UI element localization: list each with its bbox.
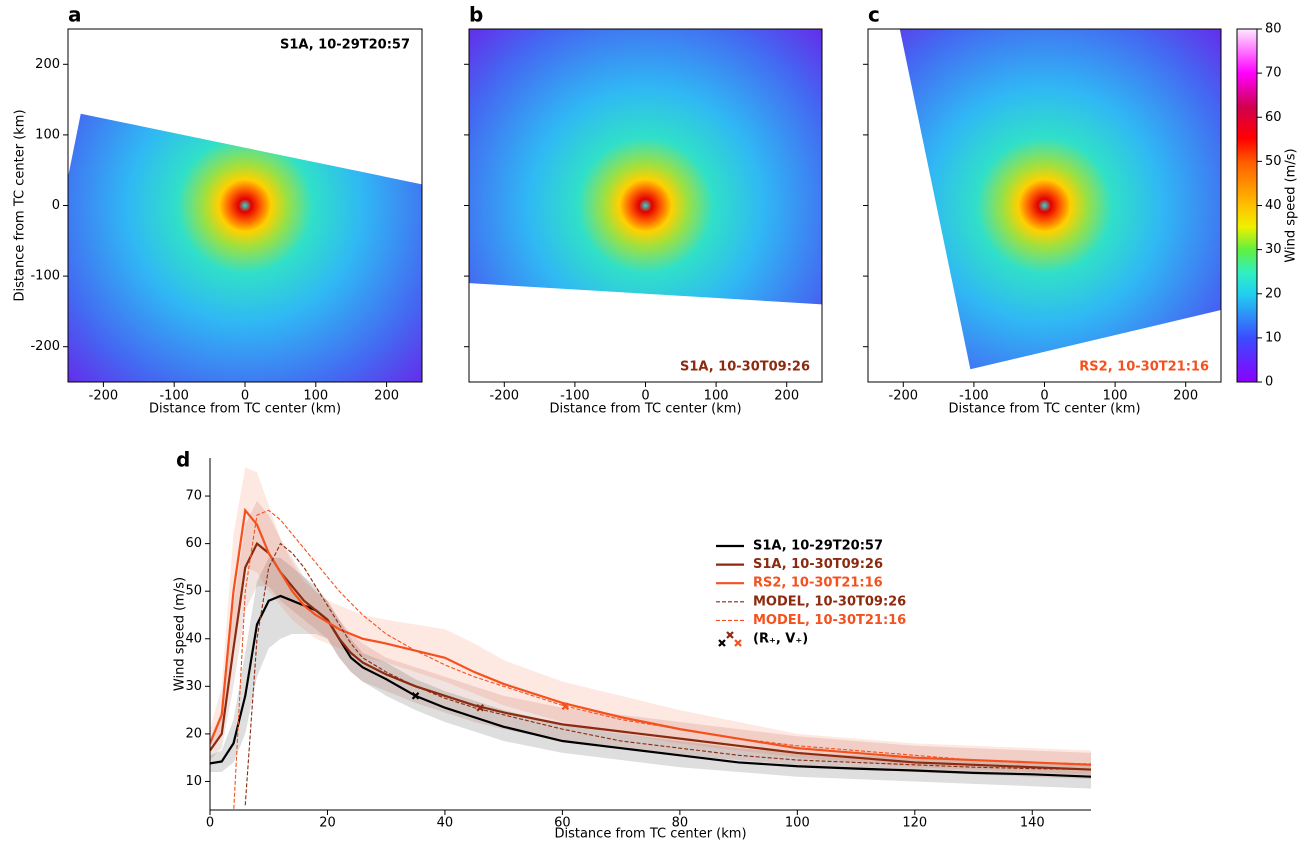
y-tick-label: 50 xyxy=(185,584,202,599)
y-tick-label: -200 xyxy=(30,339,60,354)
colorbar-label: Wind speed (m/s) xyxy=(1284,148,1299,262)
plot-area xyxy=(210,467,1091,810)
colorbar-tick-label: 0 xyxy=(1265,375,1273,390)
panel-letter: a xyxy=(68,3,82,27)
rv-marker xyxy=(726,631,734,639)
x-tick-label: 0 xyxy=(641,389,649,404)
y-tick-label: -100 xyxy=(30,269,60,284)
colorbar-tick-label: 40 xyxy=(1265,198,1282,213)
legend-label: MODEL, 10-30T09:26 xyxy=(753,594,906,609)
x-tick-label: 120 xyxy=(902,816,927,831)
rv-marker xyxy=(476,703,484,712)
series-line xyxy=(210,507,1091,766)
y-tick-label: 70 xyxy=(185,489,202,504)
rv-marker xyxy=(411,692,420,700)
series-line xyxy=(244,542,1091,806)
y-tick-label: 20 xyxy=(185,726,202,741)
x-tick-label: 140 xyxy=(1020,816,1045,831)
rv-marker xyxy=(734,639,742,647)
x-axis-label: Distance from TC center (km) xyxy=(554,827,746,842)
legend-label: S1A, 10-29T20:57 xyxy=(753,539,883,554)
colorbar-tick-label: 50 xyxy=(1265,154,1282,169)
y-tick-label: 30 xyxy=(185,679,202,694)
colorbar-tick-label: 70 xyxy=(1265,66,1282,81)
series-line xyxy=(210,541,1091,771)
panel-letter: c xyxy=(868,3,880,27)
x-tick-label: 0 xyxy=(241,389,249,404)
x-tick-label: 40 xyxy=(437,816,454,831)
colorbar-tick-label: 60 xyxy=(1265,110,1282,125)
x-tick-label: 200 xyxy=(374,389,399,404)
colorbar-tick-label: 30 xyxy=(1265,242,1282,257)
x-tick-label: 60 xyxy=(554,816,571,831)
y-tick-label: 10 xyxy=(185,774,202,789)
y-tick-label: 60 xyxy=(185,536,202,551)
y-tick-label: 0 xyxy=(52,198,60,213)
panel-letter: b xyxy=(469,3,483,27)
wind-image xyxy=(469,29,822,305)
x-tick-label: 100 xyxy=(785,816,810,831)
wind-field xyxy=(469,29,822,305)
annotation: S1A, 10-29T20:57 xyxy=(280,38,410,53)
x-tick-label: 200 xyxy=(1173,389,1198,404)
x-tick-label: 0 xyxy=(206,816,214,831)
x-tick-label: -100 xyxy=(159,389,189,404)
y-axis-label: Distance from TC center (km) xyxy=(13,109,28,301)
x-tick-label: -100 xyxy=(959,389,989,404)
x-tick-label: -200 xyxy=(490,389,520,404)
y-axis-label: Wind speed (m/s) xyxy=(173,577,188,691)
x-axis-label: Distance from TC center (km) xyxy=(149,402,341,417)
series-line xyxy=(210,594,1091,778)
legend-label: RS2, 10-30T21:16 xyxy=(753,576,883,591)
x-tick-label: 0 xyxy=(1040,389,1048,404)
colorbar-tick-label: 20 xyxy=(1265,286,1282,301)
legend-label: S1A, 10-30T09:26 xyxy=(753,557,883,572)
spread-band xyxy=(210,467,1091,775)
x-tick-label: 100 xyxy=(1103,389,1128,404)
x-tick-label: 100 xyxy=(303,389,328,404)
legend-label: MODEL, 10-30T21:16 xyxy=(753,613,906,628)
panel-letter: d xyxy=(176,448,190,472)
x-tick-label: 80 xyxy=(672,816,689,831)
y-tick-label: 100 xyxy=(35,127,60,142)
x-tick-label: -200 xyxy=(889,389,919,404)
colorbar-tick-label: 80 xyxy=(1265,22,1282,37)
annotation: S1A, 10-30T09:26 xyxy=(680,360,810,375)
x-tick-label: 100 xyxy=(704,389,729,404)
x-tick-label: -200 xyxy=(89,389,119,404)
annotation: RS2, 10-30T21:16 xyxy=(1079,360,1209,375)
rv-marker xyxy=(718,639,726,647)
x-tick-label: -100 xyxy=(560,389,590,404)
x-tick-label: 200 xyxy=(774,389,799,404)
colorbar-tick-label: 10 xyxy=(1265,330,1282,345)
y-tick-label: 40 xyxy=(185,631,202,646)
x-axis-label: Distance from TC center (km) xyxy=(948,402,1140,417)
x-axis-label: Distance from TC center (km) xyxy=(549,402,741,417)
y-tick-label: 200 xyxy=(35,57,60,72)
colorbar xyxy=(1236,28,1258,383)
x-tick-label: 20 xyxy=(319,816,336,831)
series-line xyxy=(233,509,1091,810)
legend-label: (R₊, V₊) xyxy=(753,632,808,647)
rv-marker xyxy=(561,702,570,711)
